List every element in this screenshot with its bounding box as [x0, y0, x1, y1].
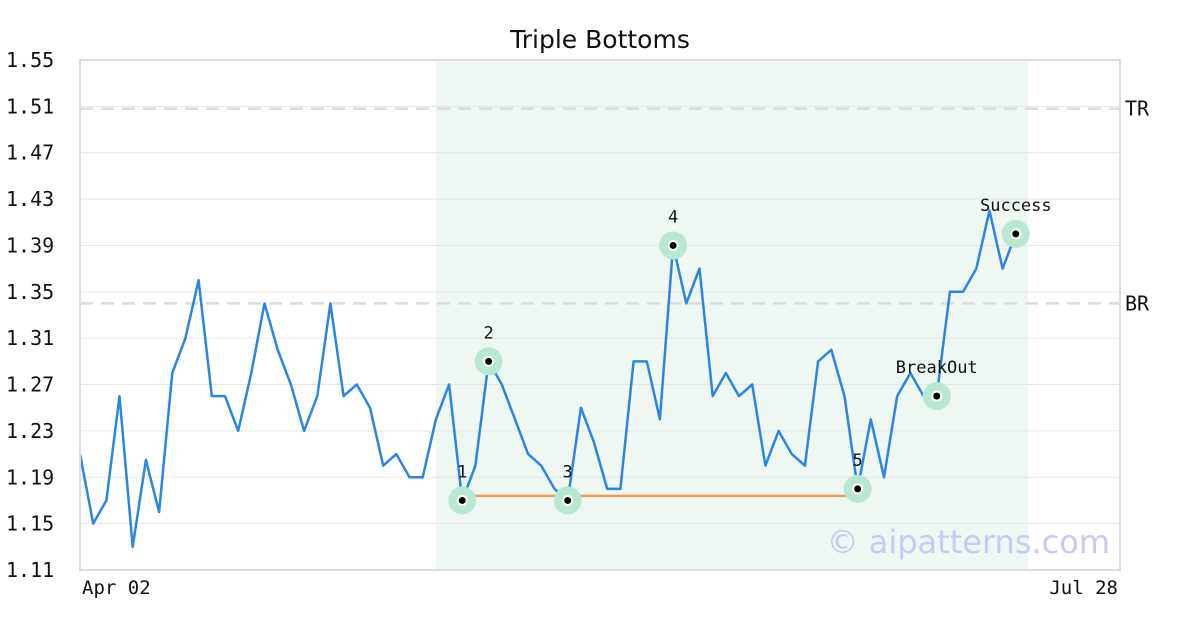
point-label: 4: [668, 207, 678, 227]
point-marker: [854, 485, 862, 493]
chart-title: Triple Bottoms: [509, 25, 690, 54]
y-tick-label: 1.51: [6, 94, 54, 118]
point-marker: [1012, 230, 1020, 238]
point-marker: [669, 241, 677, 249]
point-label: 2: [483, 323, 493, 343]
reference-label: TR: [1125, 97, 1150, 121]
plot-frame: [79, 59, 1121, 571]
point-label: 5: [853, 451, 863, 471]
y-tick-label: 1.35: [6, 280, 54, 304]
point-label: BreakOut: [896, 358, 978, 378]
y-tick-label: 1.55: [6, 48, 54, 72]
x-axis-ticks: Apr 02 Jul 28: [82, 577, 1118, 599]
point-label: 3: [563, 462, 573, 482]
watermark: © aipatterns.com: [827, 523, 1110, 561]
point-marker: [485, 357, 493, 365]
point-label: Success: [980, 196, 1052, 216]
y-tick-label: 1.23: [6, 419, 54, 443]
price-line: [78, 209, 1029, 549]
y-tick-label: 1.39: [6, 233, 54, 257]
y-tick-label: 1.19: [6, 465, 54, 489]
y-tick-label: 1.31: [6, 326, 54, 350]
pattern-points: 1 2 3 4 5 BreakOut Success: [448, 196, 1052, 515]
point-marker: [458, 496, 466, 504]
y-tick-label: 1.11: [6, 558, 54, 582]
y-tick-label: 1.27: [6, 373, 54, 397]
point-marker: [933, 392, 941, 400]
y-tick-label: 1.47: [6, 141, 54, 165]
x-tick-label: Apr 02: [82, 577, 151, 599]
y-axis-ticks: 1.55 1.51 1.47 1.43 1.39 1.35 1.31 1.27 1.23 1.19…: [6, 48, 54, 582]
y-tick-label: 1.15: [6, 512, 54, 536]
reference-label: BR: [1125, 291, 1150, 315]
pattern-region: [435, 60, 1028, 570]
y-tick-label: 1.43: [6, 187, 54, 211]
point-label: 1: [457, 462, 467, 482]
point-marker: [564, 496, 572, 504]
x-tick-label: Jul 28: [1049, 577, 1118, 599]
reference-lines: TR BR: [80, 97, 1150, 315]
